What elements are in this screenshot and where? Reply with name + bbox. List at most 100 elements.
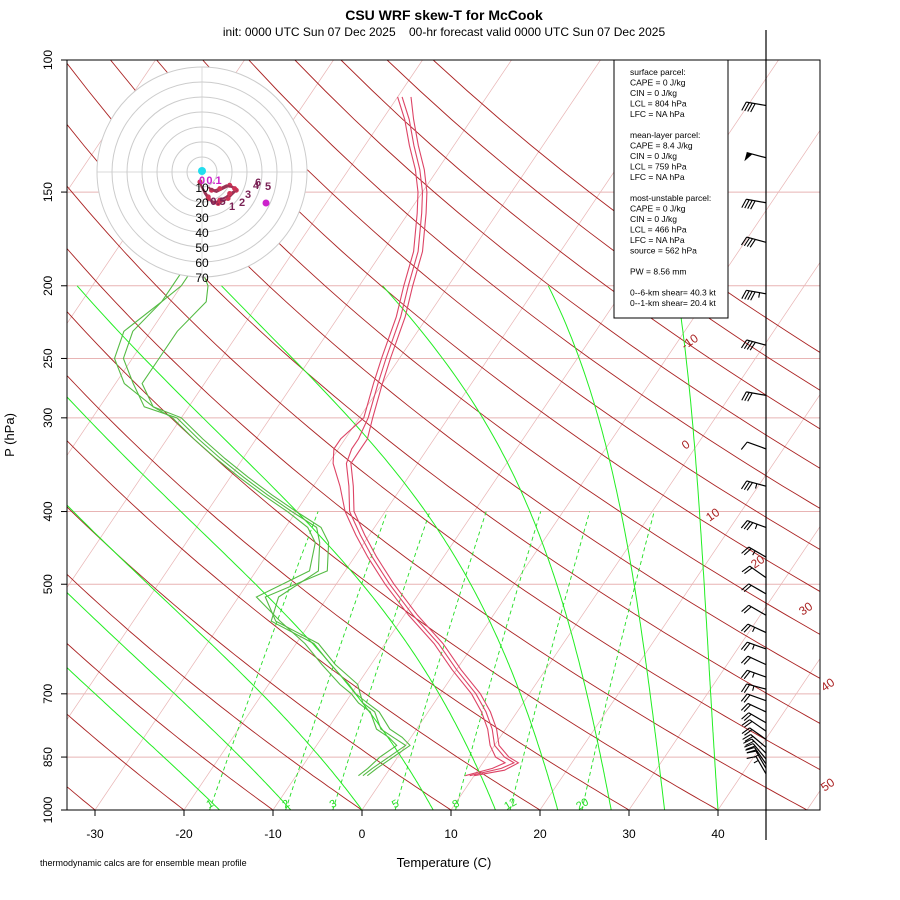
isotherm-line bbox=[539, 393, 820, 810]
temperature-profiles bbox=[332, 96, 520, 777]
dry-adiabat-line bbox=[156, 60, 820, 593]
info-box-line: 0--6-km shear= 40.3 kt bbox=[630, 288, 716, 298]
dry-adiabat-line bbox=[67, 62, 820, 679]
wind-barb-flag bbox=[746, 482, 753, 491]
wind-barb-flag bbox=[743, 713, 752, 721]
wind-barb-flag bbox=[750, 103, 756, 113]
wind-barb-flag bbox=[744, 735, 754, 742]
wind-barb-flag bbox=[746, 756, 757, 759]
x-tick-label: 10 bbox=[444, 827, 458, 841]
info-box-line: LFC = NA hPa bbox=[630, 235, 685, 245]
isotherm-line bbox=[628, 525, 820, 810]
hodograph-height-label: 4 bbox=[253, 180, 260, 192]
wind-barb-flag bbox=[743, 670, 751, 680]
hodograph-height-label: 5 bbox=[265, 181, 271, 193]
info-box-line: LCL = 804 hPa bbox=[630, 99, 687, 109]
info-box-line: source = 562 hPa bbox=[630, 246, 697, 256]
wind-barb-flag bbox=[747, 392, 753, 402]
wind-barb-flag bbox=[740, 693, 748, 702]
wind-barb-half-flag bbox=[754, 483, 758, 489]
hodograph-height-label: 0.5 bbox=[210, 196, 225, 208]
wind-barb-flag bbox=[743, 642, 751, 651]
y-tick-label: 100 bbox=[41, 50, 55, 70]
wind-barb-half-flag bbox=[753, 759, 759, 764]
wind-barb-flag bbox=[749, 342, 756, 351]
info-box-line: LFC = NA hPa bbox=[630, 172, 685, 182]
wind-barb-half-flag bbox=[754, 523, 758, 530]
wind-barb-staff bbox=[749, 727, 767, 740]
dewpoint-trace bbox=[141, 251, 407, 777]
wind-barb-staff bbox=[746, 236, 767, 243]
moist-adiabat-line bbox=[382, 285, 612, 810]
wind-barb-column bbox=[740, 30, 767, 840]
wind-barb-flag bbox=[744, 392, 750, 402]
mixing-ratio-line bbox=[394, 511, 487, 810]
dewpoint-trace bbox=[113, 251, 398, 777]
moist-adiabat-line bbox=[67, 504, 363, 810]
wind-barb-flag bbox=[747, 291, 753, 300]
mixing-ratio-lines bbox=[209, 511, 655, 810]
wind-barb-flag bbox=[746, 522, 754, 531]
moist-adiabat-line bbox=[67, 666, 220, 810]
wind-barb-flag bbox=[741, 290, 747, 299]
wind-barb-flag bbox=[742, 734, 751, 740]
dry-adiabat-line bbox=[202, 60, 820, 551]
wind-barb-flag bbox=[746, 238, 753, 247]
wind-barb-staff bbox=[748, 604, 767, 616]
wind-barb-flag bbox=[741, 719, 750, 726]
wind-barb-flag bbox=[740, 703, 749, 711]
wind-barb-flag bbox=[743, 657, 751, 665]
info-box-line: surface parcel: bbox=[630, 67, 686, 77]
plot-frame bbox=[66, 59, 821, 811]
wind-barb-flag bbox=[746, 745, 756, 750]
info-box-line: LCL = 466 hPa bbox=[630, 225, 687, 235]
info-box-line: mean-layer parcel: bbox=[630, 130, 700, 140]
y-tick-label: 700 bbox=[41, 683, 55, 703]
info-box-line: CAPE = 8.4 J/kg bbox=[630, 141, 693, 151]
info-box-line: CIN = 0 J/kg bbox=[630, 214, 677, 224]
wind-barb-flag bbox=[743, 481, 751, 490]
wind-barb-half-flag bbox=[752, 627, 756, 633]
wind-barb-flag bbox=[744, 290, 750, 300]
wind-barb-flag bbox=[740, 520, 748, 529]
info-box-line: LCL = 759 hPa bbox=[630, 162, 687, 172]
dry-adiabat-line bbox=[294, 60, 820, 469]
wind-barb-half-flag bbox=[752, 685, 755, 691]
wind-barb-flag bbox=[741, 101, 747, 111]
storm-motion-marker bbox=[198, 167, 206, 175]
wind-barb-staff bbox=[746, 289, 767, 295]
dry-adiabat-label: -10 bbox=[679, 331, 702, 353]
hodograph-point bbox=[227, 191, 233, 197]
dewpoint-trace bbox=[122, 251, 411, 777]
wind-barb-flag bbox=[743, 340, 751, 349]
wind-barb-staff bbox=[747, 655, 767, 666]
wind-barb-staff bbox=[747, 669, 767, 678]
dry-adiabat-label: 0 bbox=[679, 437, 693, 452]
wind-barb-staff bbox=[748, 712, 767, 724]
dewpoint-profiles bbox=[113, 251, 411, 777]
hodograph-marker bbox=[262, 199, 270, 207]
x-tick-label: 30 bbox=[622, 827, 636, 841]
hodograph-point bbox=[205, 196, 211, 201]
moist-adiabat-line bbox=[67, 396, 434, 810]
hodograph-top-label: 0 bbox=[199, 175, 205, 187]
wind-barb-flag bbox=[744, 720, 753, 728]
dry-adiabat-line bbox=[67, 374, 630, 810]
wind-barb-flag bbox=[745, 746, 755, 751]
isotherm-line bbox=[450, 261, 820, 810]
mixing-ratio-label: 20 bbox=[574, 796, 591, 813]
info-box-frame bbox=[613, 59, 729, 319]
x-tick-label: 0 bbox=[359, 827, 366, 841]
wind-barb-staff bbox=[752, 743, 767, 760]
dry-adiabat-label: 40 bbox=[818, 675, 837, 694]
y-tick-label: 1000 bbox=[41, 796, 55, 823]
wind-barb-flag bbox=[740, 669, 748, 679]
wind-barb-flag bbox=[743, 738, 753, 744]
x-axis-label: Temperature (C) bbox=[397, 855, 492, 870]
isotherm-line bbox=[67, 60, 423, 589]
dry-adiabat-line bbox=[248, 60, 820, 509]
y-tick-label: 850 bbox=[41, 747, 55, 767]
info-box-line: most-unstable parcel: bbox=[630, 193, 711, 203]
hodograph-point bbox=[217, 186, 223, 192]
isotherm-line bbox=[896, 60, 900, 810]
